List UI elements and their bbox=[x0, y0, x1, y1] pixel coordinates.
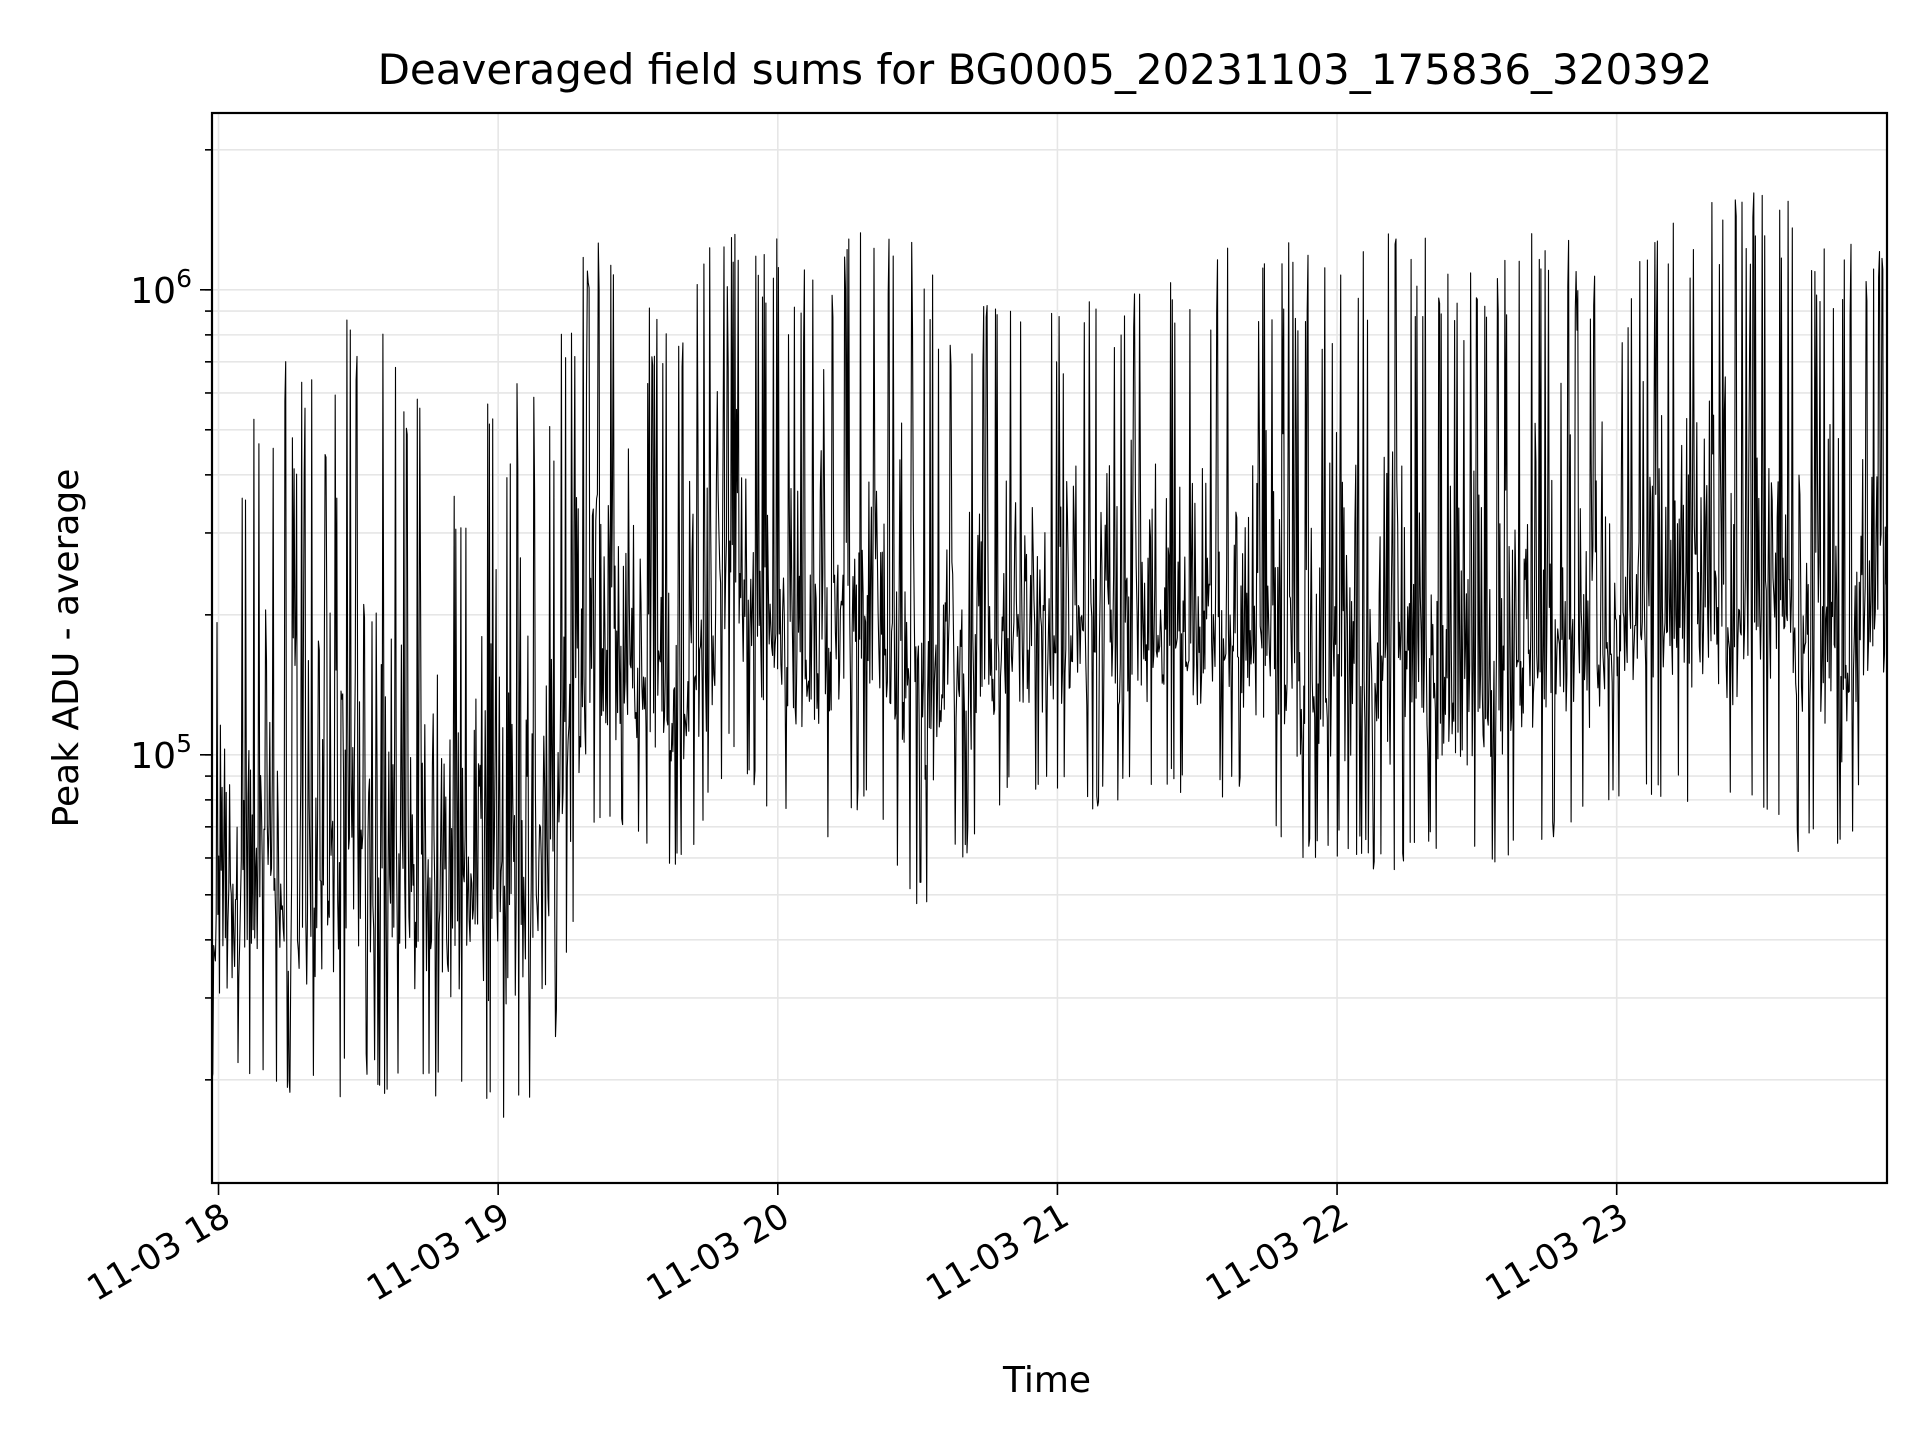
x-axis-label: Time bbox=[1002, 1360, 1091, 1401]
x-tick-label-5: 11-03 23 bbox=[1479, 1196, 1635, 1309]
y-axis-ticks: 105 106 bbox=[130, 149, 212, 1081]
plot-frame bbox=[210, 111, 1889, 1185]
plot-area bbox=[211, 192, 1888, 1118]
series-line bbox=[211, 192, 1888, 1118]
x-tick-label-3: 11-03 21 bbox=[920, 1196, 1076, 1309]
y-tick-label-1: 106 bbox=[130, 264, 192, 312]
chart-title: Deaveraged field sums for BG0005_2023110… bbox=[378, 45, 1713, 94]
y-axis-label: Peak ADU - average bbox=[46, 469, 87, 828]
x-tick-label-4: 11-03 22 bbox=[1199, 1196, 1355, 1309]
x-axis-ticks: 11-03 18 11-03 19 11-03 20 11-03 21 11-03 22… bbox=[81, 1183, 1635, 1309]
x-tick-label-0: 11-03 18 bbox=[81, 1196, 237, 1309]
y-tick-label-0: 105 bbox=[130, 729, 192, 777]
x-tick-label-2: 11-03 20 bbox=[640, 1196, 796, 1309]
x-tick-label-1: 11-03 19 bbox=[360, 1196, 516, 1309]
